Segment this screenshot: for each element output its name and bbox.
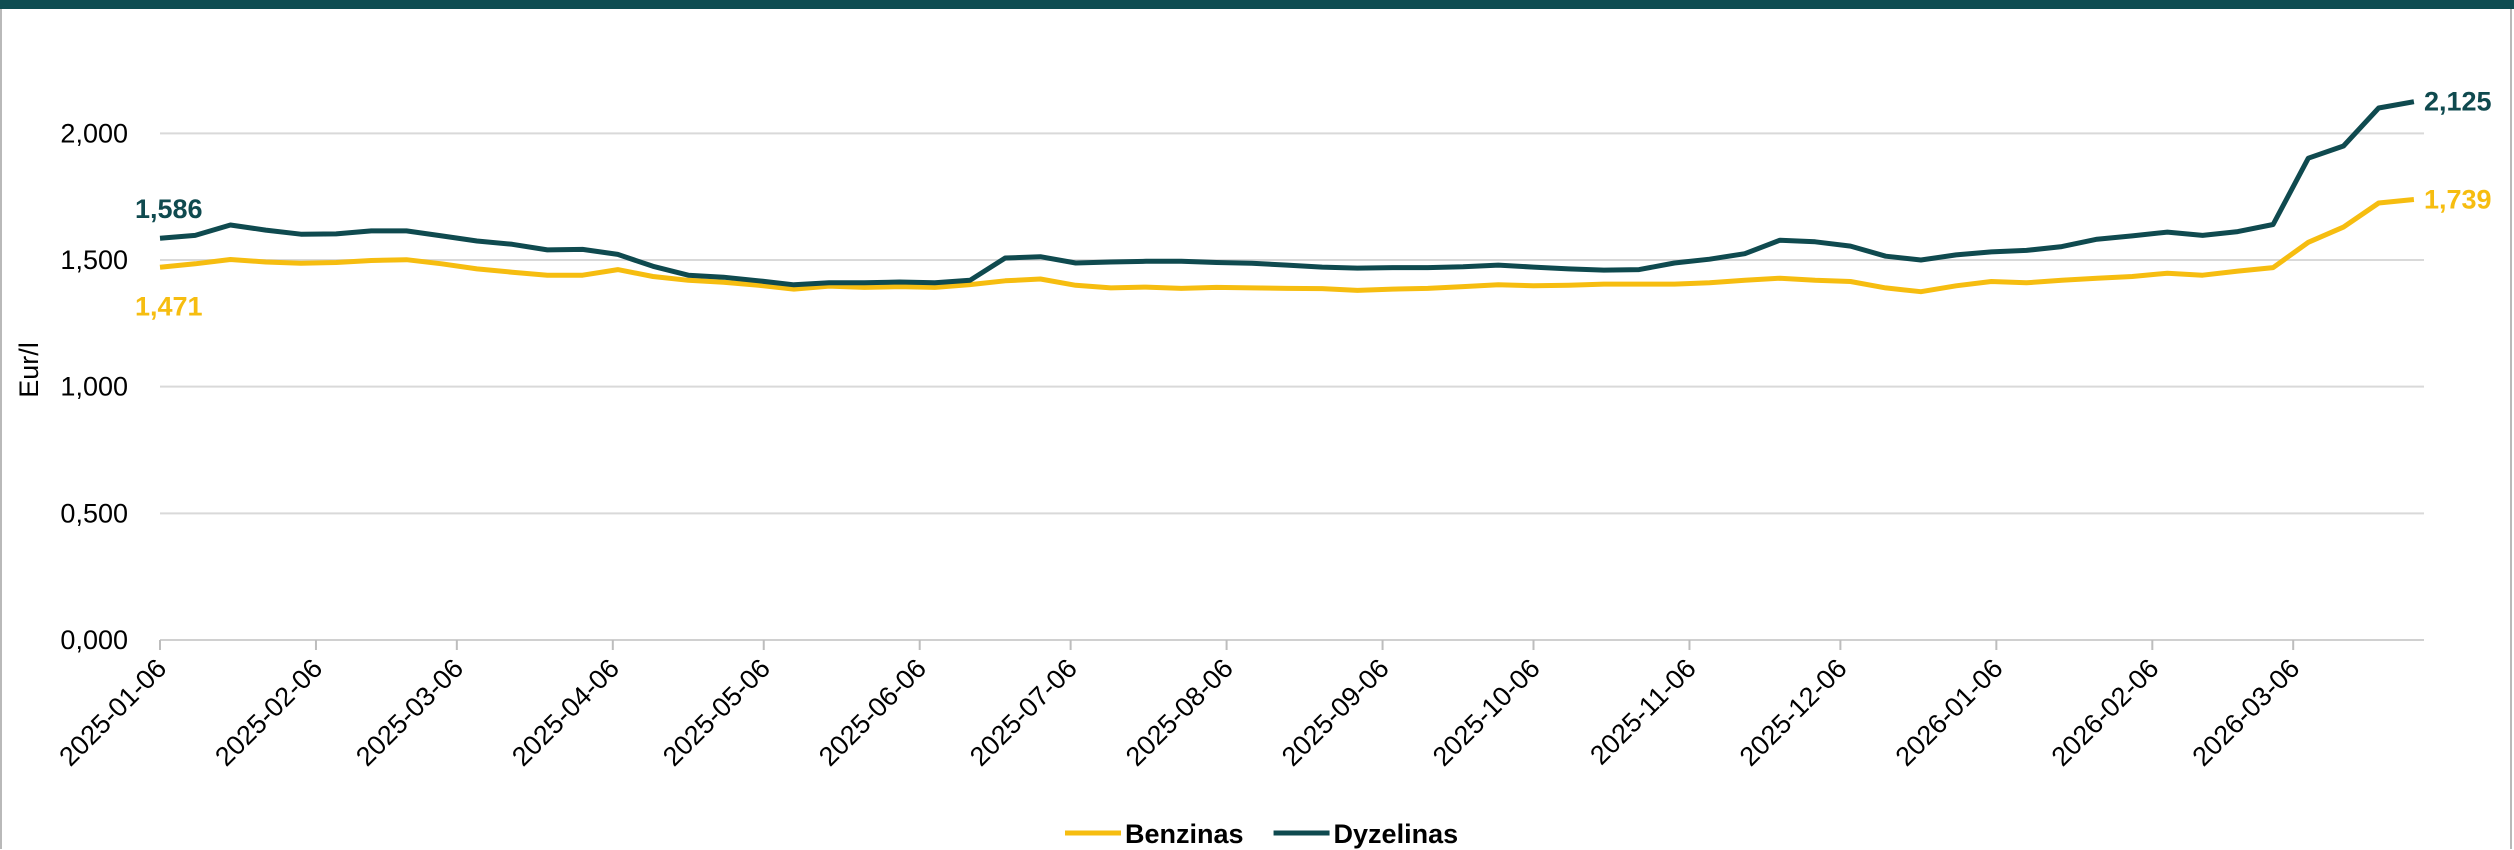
y-tick-label: 2,000 (60, 118, 128, 148)
legend: Benzinas Dyzelinas (1065, 819, 1458, 849)
axes: 2025-01-06 2025-02-06 2025-03-06 2025-04-06… (53, 639, 2424, 772)
data-label-first-dyzelinas: 1,586 (135, 194, 203, 224)
x-tick-label: 2025-07-06 (964, 653, 1083, 772)
series-line-benzinas (159, 197, 2415, 295)
data-label-first-benzinas: 1,471 (135, 291, 203, 321)
x-tick-label: 2025-04-06 (506, 653, 625, 772)
y-axis-title: Eur/l (14, 342, 44, 398)
x-tick-label: 2025-02-06 (209, 653, 328, 772)
legend-label-benzinas: Benzinas (1125, 819, 1244, 849)
y-tick-label: 1,000 (60, 372, 128, 402)
x-tick-label: 2025-09-06 (1276, 653, 1395, 772)
series-lines (159, 99, 2415, 295)
series-line-dyzelinas (159, 99, 2415, 288)
y-tick-label: 1,500 (60, 245, 128, 275)
grid-lines: 0,000 0,500 1,000 1,500 2,000 (60, 118, 2424, 655)
x-tick-label: 2026-02-06 (2046, 653, 2165, 772)
top-accent-bar (0, 0, 2514, 9)
x-tick-label: 2025-05-06 (657, 653, 776, 772)
x-tick-label: 2026-01-06 (1890, 653, 2009, 772)
data-label-last-dyzelinas: 2,125 (2424, 87, 2492, 117)
y-tick-label: 0,500 (60, 498, 128, 528)
x-tick-label: 2025-03-06 (350, 653, 469, 772)
x-tick-label: 2025-12-06 (1734, 653, 1853, 772)
x-tick-label: 2025-06-06 (813, 653, 932, 772)
x-tick-label: 2025-11-06 (1584, 653, 1701, 770)
legend-label-dyzelinas: Dyzelinas (1334, 819, 1459, 849)
x-tick-label: 2025-01-06 (53, 653, 172, 772)
x-tick-label: 2026-03-06 (2187, 653, 2306, 772)
x-tick-label: 2025-10-06 (1427, 653, 1546, 772)
data-labels: 1,471 1,739 1,586 2,125 (135, 87, 2492, 322)
chart-frame (0, 9, 2512, 849)
y-tick-label: 0,000 (60, 625, 128, 655)
data-label-last-benzinas: 1,739 (2424, 184, 2492, 214)
x-tick-label: 2025-08-06 (1120, 653, 1239, 772)
